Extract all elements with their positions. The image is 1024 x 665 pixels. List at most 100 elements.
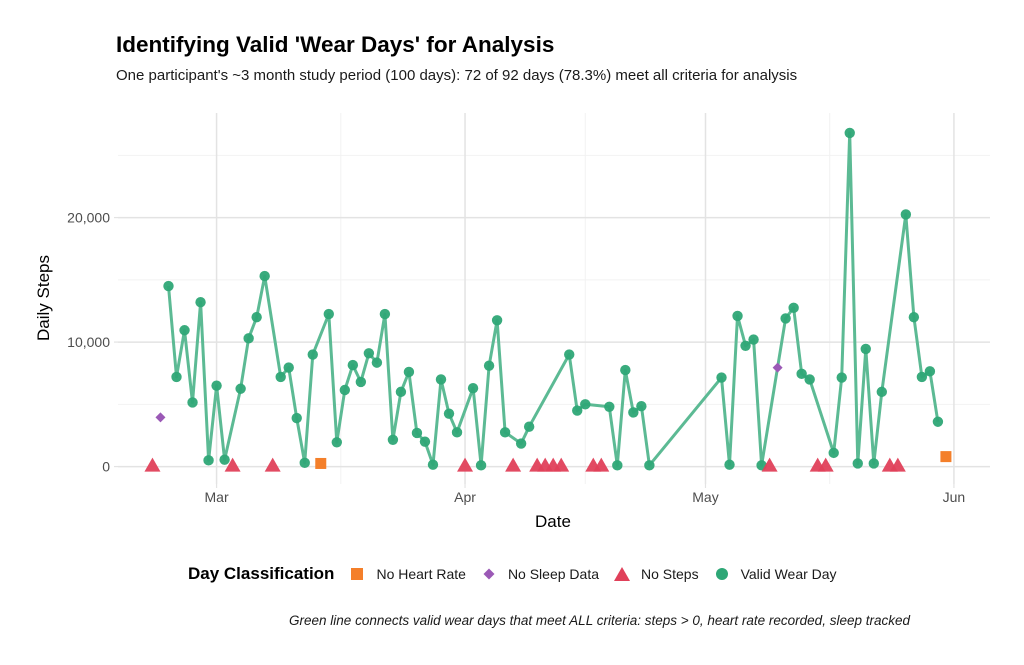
valid-wear-day-point	[852, 458, 863, 469]
valid-wear-day-point	[179, 325, 190, 336]
legend-item-valid-wear-day: Valid Wear Day	[713, 565, 837, 583]
valid-wear-day-point	[491, 315, 503, 326]
valid-wear-day-point	[387, 434, 399, 446]
valid-wear-day-point	[195, 297, 206, 308]
valid-wear-day-point	[796, 368, 807, 380]
legend-item-no-steps: No Steps	[613, 565, 699, 583]
x-tick-label: Jun	[943, 489, 966, 505]
valid-wear-day-point	[876, 386, 888, 398]
valid-wear-day-point	[243, 333, 254, 344]
legend-item-no-heart-rate: No Heart Rate	[348, 565, 466, 583]
valid-wear-day-point	[604, 401, 615, 413]
x-tick-label: Apr	[454, 489, 476, 505]
legend-label: Valid Wear Day	[740, 566, 837, 582]
valid-wear-day-point	[740, 340, 751, 352]
valid-wear-day-point	[187, 397, 198, 408]
valid-wear-day-point	[483, 360, 495, 371]
no-steps-point	[889, 457, 906, 472]
no-steps-point	[144, 457, 161, 472]
valid-wear-day-point	[515, 438, 527, 449]
triangle-icon	[613, 565, 631, 583]
valid-wear-line	[167, 131, 940, 467]
valid-wear-day-point	[275, 371, 286, 383]
legend: Day Classification No Heart Rate No Slee…	[188, 562, 851, 586]
valid-wear-day-point	[371, 357, 383, 368]
legend-title: Day Classification	[188, 564, 335, 583]
no-heart-rate-point	[315, 457, 327, 469]
valid-wear-day-point	[203, 455, 214, 466]
valid-wear-day-point	[836, 372, 847, 383]
no-steps-point	[761, 457, 778, 472]
valid-wear-day-point	[211, 380, 222, 391]
valid-wear-day-point	[259, 270, 270, 282]
no-steps-point	[593, 457, 610, 472]
y-tick-label: 10,000	[67, 334, 110, 350]
valid-wear-day-point	[828, 447, 839, 459]
valid-wear-day-point	[636, 400, 647, 412]
valid-wear-day-point	[379, 308, 391, 320]
valid-wear-day-point	[403, 366, 415, 378]
valid-wear-day-point	[868, 458, 879, 469]
valid-wear-day-point	[331, 437, 343, 448]
legend-label: No Steps	[641, 566, 699, 582]
chart-title: Identifying Valid 'Wear Days' for Analys…	[116, 32, 555, 57]
legend-swatch-valid-wear-day	[715, 568, 728, 580]
valid-wear-day-point	[900, 209, 912, 220]
legend-swatch-no-sleep-data	[483, 568, 495, 580]
valid-wear-day-point	[716, 372, 727, 383]
legend-label: No Sleep Data	[507, 566, 599, 582]
valid-wear-day-point	[363, 348, 375, 359]
valid-wear-day-point	[916, 371, 928, 383]
valid-wear-day-point	[427, 459, 439, 470]
diamond-icon	[480, 565, 498, 583]
valid-wear-day-point	[163, 280, 174, 292]
y-tick-label: 20,000	[67, 210, 110, 226]
valid-wear-day-point	[844, 127, 855, 139]
valid-wear-day-point	[395, 386, 407, 398]
y-axis: 0 10,000 20,000	[67, 210, 118, 475]
valid-wear-day-point	[748, 334, 759, 345]
valid-wear-day-point	[339, 384, 351, 396]
no-heart-rate-point	[940, 451, 952, 463]
valid-wear-day-point	[644, 460, 655, 471]
valid-wear-day-point	[291, 412, 302, 424]
valid-wear-day-point	[443, 408, 455, 419]
no-steps-point	[553, 457, 570, 472]
valid-wear-day-point	[235, 383, 246, 394]
valid-wear-day-point	[307, 349, 318, 360]
y-tick-label: 0	[102, 459, 110, 475]
valid-wear-day-point	[419, 436, 431, 447]
legend-item-no-sleep-data: No Sleep Data	[480, 565, 599, 583]
x-tick-label: Mar	[205, 489, 229, 505]
valid-wear-day-point	[564, 349, 575, 360]
valid-wear-day-point	[860, 343, 871, 355]
valid-wear-day-point	[451, 427, 463, 438]
chart-caption: Green line connects valid wear days that…	[289, 613, 910, 628]
x-axis: Mar Apr May Jun	[205, 484, 966, 505]
valid-wear-day-point	[283, 362, 294, 373]
no-steps-point	[224, 457, 241, 472]
valid-wear-day-point	[467, 382, 479, 394]
valid-wear-day-point	[780, 313, 791, 324]
valid-wear-day-point	[435, 374, 447, 385]
x-axis-title: Date	[535, 512, 571, 531]
y-axis-title: Daily Steps	[34, 255, 53, 341]
legend-swatch-no-steps	[614, 567, 630, 581]
no-steps-point	[457, 457, 474, 472]
valid-wear-day-point	[580, 399, 591, 410]
valid-wear-day-point	[323, 308, 334, 320]
valid-wear-day-point	[804, 374, 815, 385]
valid-wear-day-point	[347, 359, 359, 371]
valid-wear-day-point	[523, 421, 535, 432]
no-sleep-data-point	[155, 412, 166, 423]
x-tick-label: May	[692, 489, 718, 505]
valid-wear-day-point	[620, 364, 631, 376]
valid-wear-day-point	[924, 366, 936, 377]
valid-wear-day-point	[612, 460, 623, 471]
valid-wear-day-point	[299, 457, 310, 469]
valid-wear-day-point	[355, 376, 367, 388]
square-icon	[348, 565, 366, 583]
valid-wear-day-point	[499, 427, 511, 438]
valid-wear-day-point	[628, 407, 639, 418]
